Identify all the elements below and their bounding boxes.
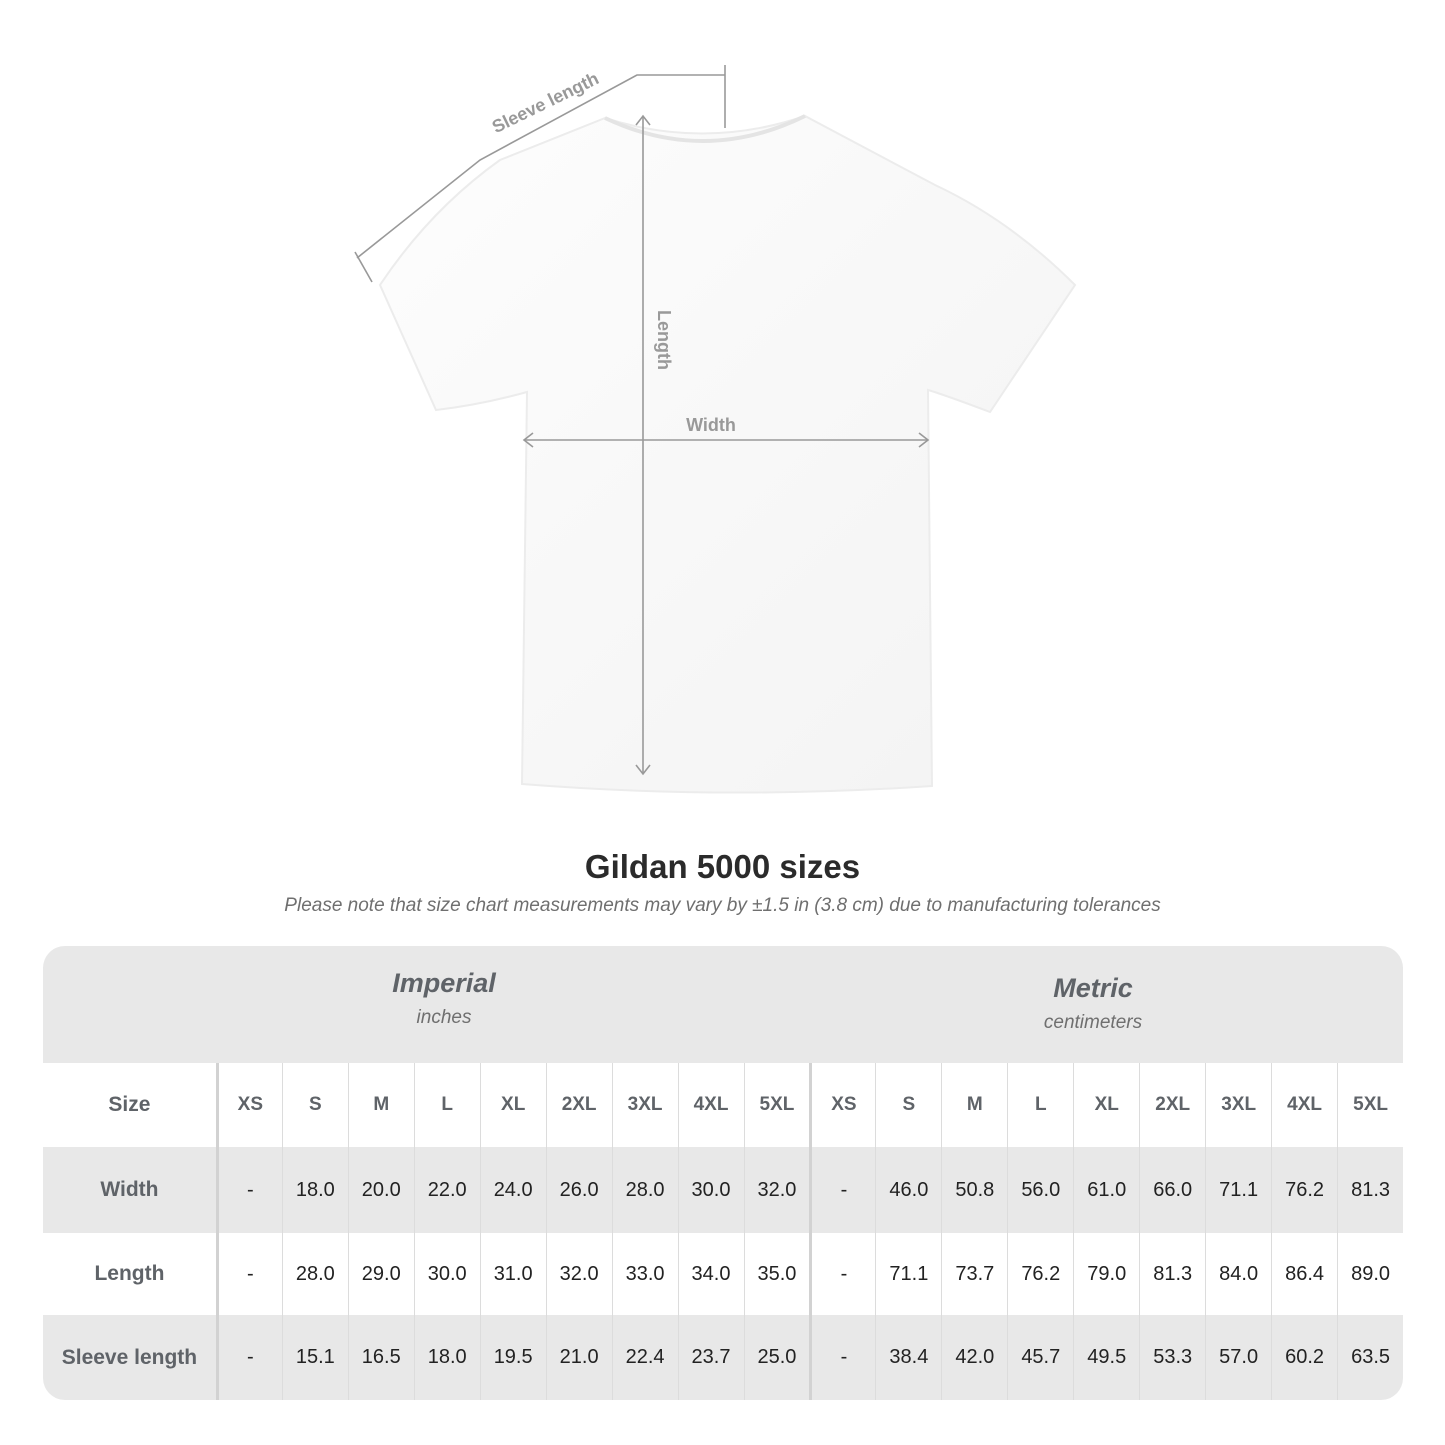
size-header: M <box>941 1063 1007 1147</box>
table-cell: 38.4 <box>875 1315 941 1400</box>
size-header: 3XL <box>1205 1063 1271 1147</box>
table-row: Length -28.0 29.0 30.0 31.0 32.0 33.0 34.0 35.0-… <box>43 1233 1403 1315</box>
table-cell: 60.2 <box>1271 1315 1337 1400</box>
table-cell: 79.0 <box>1073 1233 1139 1315</box>
table-cell: 50.8 <box>941 1147 1007 1233</box>
size-header: 2XL <box>545 1063 612 1147</box>
size-header: 4XL <box>1271 1063 1337 1147</box>
table-cell: 20.0 <box>347 1147 414 1233</box>
table-cell: 86.4 <box>1271 1233 1337 1315</box>
table-cell: 56.0 <box>1007 1147 1073 1233</box>
imperial-unit: inches <box>416 1007 472 1028</box>
table-cell: 33.0 <box>611 1233 678 1315</box>
size-header: XS <box>809 1063 875 1147</box>
table-row: Sleeve length -15.1 16.5 18.0 19.5 21.0 22.4 23… <box>43 1315 1403 1400</box>
row-label: Width <box>100 1178 159 1201</box>
table-cell: - <box>215 1233 282 1315</box>
table-cell: 34.0 <box>677 1233 744 1315</box>
table-cell: 32.0 <box>545 1233 612 1315</box>
table-cell: 76.2 <box>1007 1233 1073 1315</box>
table-cell: 57.0 <box>1205 1315 1271 1400</box>
table-cell: - <box>809 1315 875 1400</box>
width-label: Width <box>686 415 736 435</box>
table-cell: 28.0 <box>281 1233 348 1315</box>
size-header: L <box>1007 1063 1073 1147</box>
table-cell: - <box>809 1147 875 1233</box>
length-label: Length <box>654 310 674 370</box>
unit-header-band: Imperial inches Metric centimeters <box>43 946 1403 1063</box>
size-header: 5XL <box>743 1063 810 1147</box>
size-header: L <box>413 1063 480 1147</box>
chart-title: Gildan 5000 sizes <box>584 848 861 885</box>
table-cell: 24.0 <box>479 1147 546 1233</box>
size-header-row: Size XS S M L XL 2XL 3XL 4XL 5XL XS S M L XL 2XL 3XL 4XL 5… <box>43 1063 1403 1147</box>
tshirt-diagram: Sleeve length Length Width <box>354 65 1077 794</box>
table-row: Width -18.0 20.0 22.0 24.0 26.0 28.0 30.0 32.0-4… <box>43 1147 1403 1233</box>
table-cell: 32.0 <box>743 1147 810 1233</box>
table-cell: 31.0 <box>479 1233 546 1315</box>
table-cell: 73.7 <box>941 1233 1007 1315</box>
metric-unit: centimeters <box>1043 1012 1143 1033</box>
table-cell: 22.0 <box>413 1147 480 1233</box>
metric-header: Metric centimeters <box>893 973 1293 1034</box>
table-cell: 49.5 <box>1073 1315 1139 1400</box>
table-cell: 19.5 <box>479 1315 546 1400</box>
table-cell: 42.0 <box>941 1315 1007 1400</box>
table-cell: 15.1 <box>281 1315 348 1400</box>
table-cell: 18.0 <box>281 1147 348 1233</box>
table-cell: 89.0 <box>1337 1233 1403 1315</box>
metric-title: Metric <box>1053 973 1133 1003</box>
table-cell: 35.0 <box>743 1233 810 1315</box>
table-cell: 84.0 <box>1205 1233 1271 1315</box>
size-header: 3XL <box>611 1063 678 1147</box>
sleeve-length-line <box>356 74 725 259</box>
table-cell: 28.0 <box>611 1147 678 1233</box>
tshirt-shape <box>378 114 1077 794</box>
table-cell: - <box>215 1315 282 1400</box>
table-cell: 29.0 <box>347 1233 414 1315</box>
row-label: Size <box>108 1093 151 1116</box>
row-label: Length <box>94 1262 165 1285</box>
table-cell: 71.1 <box>875 1233 941 1315</box>
table-cell: 81.3 <box>1337 1147 1403 1233</box>
size-header: XL <box>1073 1063 1139 1147</box>
size-header: 4XL <box>677 1063 744 1147</box>
table-cell: 46.0 <box>875 1147 941 1233</box>
row-label: Sleeve length <box>61 1345 198 1369</box>
table-cell: 25.0 <box>743 1315 810 1400</box>
table-cell: 61.0 <box>1073 1147 1139 1233</box>
table-cell: 66.0 <box>1139 1147 1205 1233</box>
size-header: XS <box>215 1063 282 1147</box>
table-cell: - <box>215 1147 282 1233</box>
tolerance-note: Please note that size chart measurements… <box>284 895 1161 916</box>
table-cell: 26.0 <box>545 1147 612 1233</box>
table-cell: - <box>809 1233 875 1315</box>
table-cell: 53.3 <box>1139 1315 1205 1400</box>
table-cell: 23.7 <box>677 1315 744 1400</box>
size-header: 5XL <box>1337 1063 1403 1147</box>
table-cell: 16.5 <box>347 1315 414 1400</box>
size-header: XL <box>479 1063 546 1147</box>
table-cell: 30.0 <box>413 1233 480 1315</box>
table-cell: 18.0 <box>413 1315 480 1400</box>
table-cell: 71.1 <box>1205 1147 1271 1233</box>
table-cell: 63.5 <box>1337 1315 1403 1400</box>
table-cell: 22.4 <box>611 1315 678 1400</box>
table-cell: 21.0 <box>545 1315 612 1400</box>
imperial-header: Imperial inches <box>244 968 644 1029</box>
size-header: 2XL <box>1139 1063 1205 1147</box>
size-header: S <box>281 1063 348 1147</box>
size-table: Imperial inches Metric centimeters Size X… <box>43 946 1403 1400</box>
table-cell: 81.3 <box>1139 1233 1205 1315</box>
size-header: S <box>875 1063 941 1147</box>
size-header: M <box>347 1063 414 1147</box>
table-cell: 76.2 <box>1271 1147 1337 1233</box>
table-cell: 45.7 <box>1007 1315 1073 1400</box>
imperial-title: Imperial <box>392 968 496 998</box>
table-cell: 30.0 <box>677 1147 744 1233</box>
measurement-lines <box>354 65 930 776</box>
